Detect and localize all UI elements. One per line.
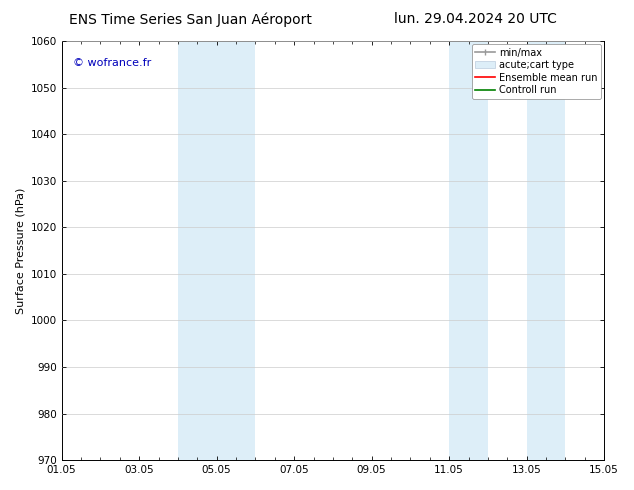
Legend: min/max, acute;cart type, Ensemble mean run, Controll run: min/max, acute;cart type, Ensemble mean … [472, 44, 601, 99]
Text: © wofrance.fr: © wofrance.fr [72, 58, 151, 68]
Bar [217, 41, 256, 460]
Y-axis label: Surface Pressure (hPa): Surface Pressure (hPa) [15, 187, 25, 314]
Bar [178, 41, 217, 460]
Bar [449, 41, 488, 460]
Bar [527, 41, 566, 460]
Text: ENS Time Series San Juan Aéroport: ENS Time Series San Juan Aéroport [68, 12, 312, 27]
Text: lun. 29.04.2024 20 UTC: lun. 29.04.2024 20 UTC [394, 12, 557, 26]
